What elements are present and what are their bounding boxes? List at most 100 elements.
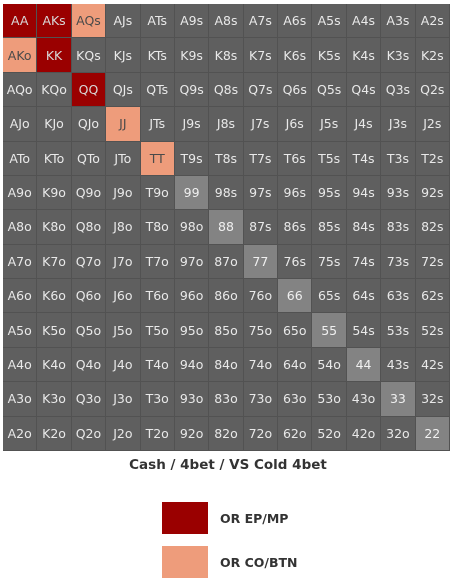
hand-cell-k8s: K8s: [209, 38, 244, 73]
hand-cell-85s: 85s: [312, 210, 347, 245]
hand-cell-53s: 53s: [381, 313, 416, 348]
hand-cell-qq: QQ: [71, 72, 107, 108]
hand-cell-t4s: T4s: [346, 141, 382, 176]
hand-cell-97s: 97s: [243, 175, 279, 211]
hand-cell-t2s: T2s: [415, 141, 450, 176]
hand-cell-kqo: KQo: [37, 72, 72, 108]
hand-cell-a4o: A4o: [3, 347, 38, 383]
hand-cell-97o: 97o: [174, 244, 210, 280]
legend-swatch-or-ep-mp: [162, 502, 208, 534]
hand-cell-j6o: J6o: [106, 279, 141, 314]
hand-cell-q2s: Q2s: [415, 72, 450, 108]
hand-cell-t5o: T5o: [140, 313, 175, 348]
hand-cell-j9s: J9s: [174, 107, 210, 142]
hand-cell-a5o: A5o: [3, 313, 38, 348]
hand-cell-63s: 63s: [381, 279, 416, 314]
hand-cell-54s: 54s: [346, 313, 382, 348]
hand-cell-j9o: J9o: [106, 175, 141, 211]
hand-cell-95s: 95s: [312, 175, 347, 211]
hand-cell-53o: 53o: [312, 382, 347, 417]
hand-cell-94s: 94s: [346, 175, 382, 211]
hand-cell-a4s: A4s: [346, 4, 382, 39]
hand-cell-t3o: T3o: [140, 382, 175, 417]
hand-cell-64s: 64s: [346, 279, 382, 314]
hand-cell-t9o: T9o: [140, 175, 175, 211]
hand-cell-k7s: K7s: [243, 38, 279, 73]
hand-cell-q3o: Q3o: [71, 382, 107, 417]
hand-cell-83o: 83o: [209, 382, 244, 417]
hand-cell-52s: 52s: [415, 313, 450, 348]
hand-cell-q5o: Q5o: [71, 313, 107, 348]
hand-cell-75s: 75s: [312, 244, 347, 280]
hand-cell-j6s: J6s: [278, 107, 313, 142]
hand-cell-k2s: K2s: [415, 38, 450, 73]
hand-cell-32o: 32o: [381, 416, 416, 451]
hand-cell-q5s: Q5s: [312, 72, 347, 108]
hand-cell-86s: 86s: [278, 210, 313, 245]
hand-cell-k3s: K3s: [381, 38, 416, 73]
hand-cell-54o: 54o: [312, 347, 347, 383]
legend-label-or-ep-mp: OR EP/MP: [220, 510, 289, 526]
hand-cell-84s: 84s: [346, 210, 382, 245]
hand-cell-43o: 43o: [346, 382, 382, 417]
hand-cell-76o: 76o: [243, 279, 279, 314]
chart-title: Cash / 4bet / VS Cold 4bet: [129, 457, 327, 473]
hand-cell-43s: 43s: [381, 347, 416, 383]
hand-cell-aqo: AQo: [3, 72, 38, 108]
hand-cell-k9s: K9s: [174, 38, 210, 73]
hand-cell-t4o: T4o: [140, 347, 175, 383]
hand-cell-jto: JTo: [106, 141, 141, 176]
hand-cell-aa: AA: [3, 4, 38, 39]
hand-cell-t7s: T7s: [243, 141, 279, 176]
hand-cell-65s: 65s: [312, 279, 347, 314]
hand-cell-t2o: T2o: [140, 416, 175, 451]
hand-cell-95o: 95o: [174, 313, 210, 348]
hand-cell-t3s: T3s: [381, 141, 416, 176]
hand-cell-j5o: J5o: [106, 313, 141, 348]
hand-cell-jj: JJ: [106, 107, 141, 142]
hand-range-grid: AA AKs AQs AJs ATs A9s A8s A7s A6s A5s A4s A3s A2s AK…: [3, 4, 450, 451]
hand-cell-62o: 62o: [278, 416, 313, 451]
hand-cell-82o: 82o: [209, 416, 244, 451]
hand-cell-42s: 42s: [415, 347, 450, 383]
hand-cell-a5s: A5s: [312, 4, 347, 39]
hand-cell-66: 66: [278, 279, 313, 314]
hand-cell-64o: 64o: [278, 347, 313, 383]
hand-cell-kqs: KQs: [71, 38, 107, 73]
hand-cell-jts: JTs: [140, 107, 175, 142]
hand-cell-aks: AKs: [37, 4, 72, 39]
hand-cell-k6o: K6o: [37, 279, 72, 314]
hand-cell-65o: 65o: [278, 313, 313, 348]
hand-cell-j2s: J2s: [415, 107, 450, 142]
hand-cell-k5s: K5s: [312, 38, 347, 73]
legend-label-or-co-btn: OR CO/BTN: [220, 554, 298, 570]
hand-cell-qto: QTo: [71, 141, 107, 176]
hand-cell-kjo: KJo: [37, 107, 72, 142]
hand-cell-t8s: T8s: [209, 141, 244, 176]
hand-cell-t6s: T6s: [278, 141, 313, 176]
hand-cell-j8o: J8o: [106, 210, 141, 245]
hand-cell-52o: 52o: [312, 416, 347, 451]
hand-cell-qjo: QJo: [71, 107, 107, 142]
hand-cell-44: 44: [346, 347, 382, 383]
hand-cell-q6o: Q6o: [71, 279, 107, 314]
legend-item-or-co-btn: OR CO/BTN: [162, 546, 297, 578]
hand-cell-a6o: A6o: [3, 279, 38, 314]
hand-cell-q2o: Q2o: [71, 416, 107, 451]
hand-cell-q7s: Q7s: [243, 72, 279, 108]
legend-swatch-or-co-btn: [162, 546, 208, 578]
hand-cell-87s: 87s: [243, 210, 279, 245]
hand-cell-74o: 74o: [243, 347, 279, 383]
hand-cell-73o: 73o: [243, 382, 279, 417]
hand-cell-42o: 42o: [346, 416, 382, 451]
hand-cell-93o: 93o: [174, 382, 210, 417]
hand-cell-k3o: K3o: [37, 382, 72, 417]
hand-cell-k5o: K5o: [37, 313, 72, 348]
hand-cell-76s: 76s: [278, 244, 313, 280]
hand-cell-86o: 86o: [209, 279, 244, 314]
hand-cell-aqs: AQs: [71, 4, 107, 39]
hand-cell-q4s: Q4s: [346, 72, 382, 108]
hand-cell-tt: TT: [140, 141, 175, 176]
hand-cell-87o: 87o: [209, 244, 244, 280]
hand-cell-k2o: K2o: [37, 416, 72, 451]
